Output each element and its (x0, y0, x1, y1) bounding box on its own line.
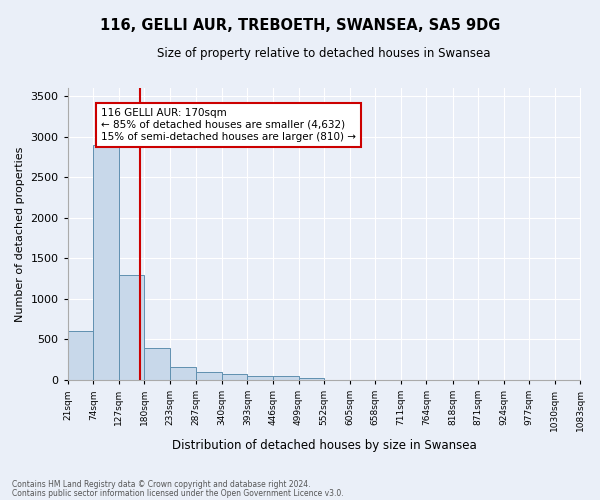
Bar (222, 374, 247, 380)
Bar (68, 332, 93, 380)
Text: 116 GELLI AUR: 170sqm
← 85% of detached houses are smaller (4,632)
15% of semi-d: 116 GELLI AUR: 170sqm ← 85% of detached … (101, 108, 356, 142)
Bar (247, 376, 273, 380)
Bar (119, 274, 145, 380)
Bar (196, 372, 222, 380)
Title: Size of property relative to detached houses in Swansea: Size of property relative to detached ho… (157, 48, 491, 60)
Y-axis label: Number of detached properties: Number of detached properties (15, 146, 25, 322)
Bar (299, 378, 324, 380)
Bar (170, 367, 196, 380)
X-axis label: Distribution of detached houses by size in Swansea: Distribution of detached houses by size … (172, 440, 476, 452)
Text: 116, GELLI AUR, TREBOETH, SWANSEA, SA5 9DG: 116, GELLI AUR, TREBOETH, SWANSEA, SA5 9… (100, 18, 500, 32)
Text: Contains HM Land Registry data © Crown copyright and database right 2024.: Contains HM Land Registry data © Crown c… (12, 480, 311, 489)
Text: Contains public sector information licensed under the Open Government Licence v3: Contains public sector information licen… (12, 489, 344, 498)
Bar (273, 376, 299, 380)
Bar (145, 348, 170, 380)
Bar (93, 145, 119, 380)
